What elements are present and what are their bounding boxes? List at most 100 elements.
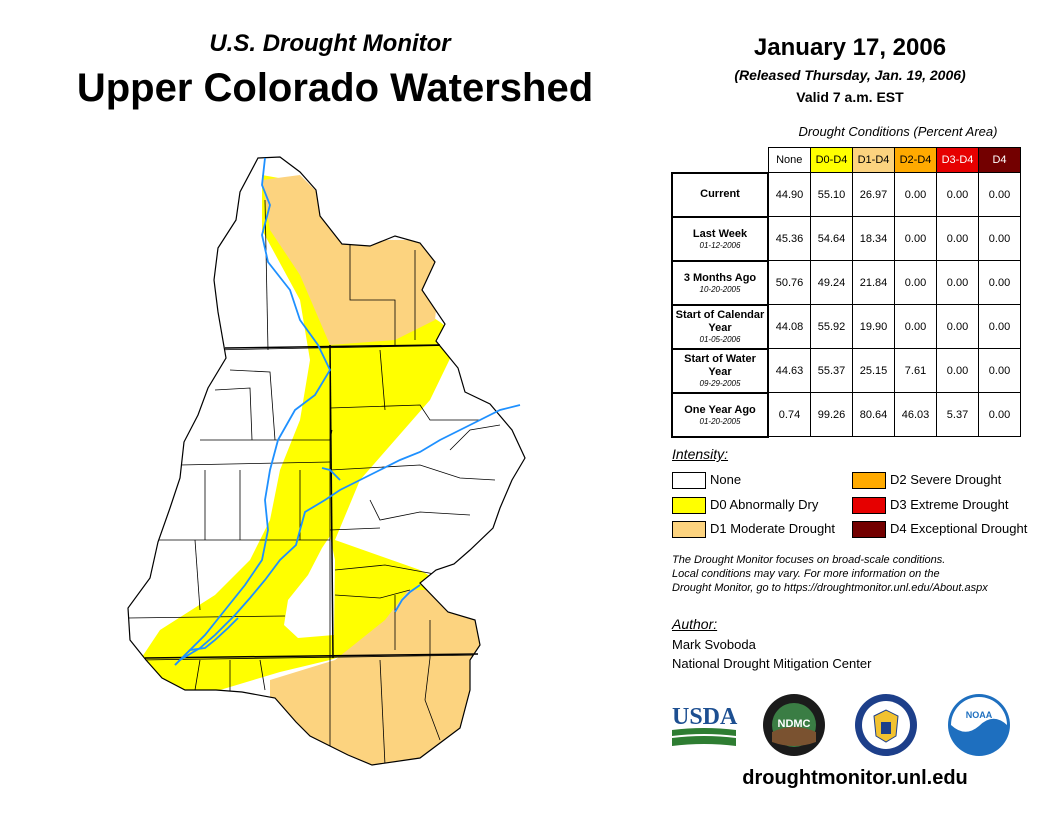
valid-time: Valid 7 a.m. EST <box>796 89 904 105</box>
release-date: (Released Thursday, Jan. 19, 2006) <box>734 67 966 83</box>
table-cell: 0.00 <box>936 260 979 305</box>
row-date: 10-20-2005 <box>699 284 741 294</box>
svg-text:NDMC: NDMC <box>778 718 811 730</box>
row-label: Current <box>700 188 740 200</box>
author-label: Author: <box>672 616 718 632</box>
table-cell: 18.34 <box>852 216 895 261</box>
author-name: Mark Svoboda <box>672 637 756 652</box>
table-cell: 0.00 <box>978 172 1021 217</box>
table-cell: 0.00 <box>936 216 979 261</box>
row-header: Start of Water Year 09-29-2005 <box>671 347 769 394</box>
region-none-interior <box>284 536 335 638</box>
row-label: 3 Months Ago <box>683 271 757 284</box>
drought-conditions-table: None D0-D4 D1-D4 D2-D4 D3-D4 D4 Current 4… <box>671 147 1021 438</box>
row-label: Start of Water Year <box>684 353 756 378</box>
table-row: 3 Months Ago 10-20-2005 50.76 49.24 21.84 0.0… <box>671 259 1021 306</box>
table-cell: 44.63 <box>767 348 811 393</box>
row-header: Start of Calendar Year 01-05-2006 <box>671 303 769 350</box>
table-cell: 55.92 <box>810 304 853 349</box>
legend-label: D1 Moderate Drought <box>710 521 836 536</box>
table-cell: 0.00 <box>978 260 1021 305</box>
state-borders <box>144 344 479 659</box>
row-label: Start of Calendar Year <box>675 309 765 334</box>
legend-title: Intensity: <box>672 446 729 462</box>
region-d1-south <box>270 590 490 765</box>
county-lines <box>128 199 501 765</box>
valid-date: January 17, 2006 <box>753 34 947 61</box>
legend-label: D3 Extreme Drought <box>890 497 1009 512</box>
table-cell: 19.90 <box>852 304 895 349</box>
colorado-river <box>179 404 521 661</box>
legend-label: D4 Exceptional Drought <box>890 521 1028 536</box>
table-cell: 55.10 <box>810 172 853 217</box>
green-river <box>174 157 332 666</box>
row-date: 01-05-2006 <box>699 335 741 344</box>
note-line-3: Drought Monitor, go to https://droughtmo… <box>672 582 988 594</box>
table-header-row: None D0-D4 D1-D4 D2-D4 D3-D4 D4 <box>672 147 1021 173</box>
table-cell: 49.24 <box>810 260 853 305</box>
table-caption: Drought Conditions (Percent Area) <box>798 124 998 139</box>
svg-text:USDA: USDA <box>672 704 738 730</box>
tributary-2 <box>394 584 421 613</box>
table-corner <box>672 148 768 173</box>
row-header: Current <box>671 171 769 218</box>
table-cell: 45.36 <box>767 216 811 261</box>
ndmc-logo: NDMC <box>763 694 825 756</box>
table-cell: 0.00 <box>894 172 937 217</box>
row-date: 01-12-2006 <box>699 240 741 250</box>
map-subtitle: U.S. Drought Monitor <box>209 30 451 57</box>
lake-powell <box>174 617 239 666</box>
col-none: None <box>767 147 811 173</box>
table-cell: 21.84 <box>852 260 895 305</box>
col-d4: D4 <box>978 147 1021 173</box>
table-cell: 44.90 <box>767 172 811 217</box>
table-cell: 0.00 <box>978 392 1021 437</box>
table-cell: 44.08 <box>767 304 811 349</box>
legend-swatch-none <box>672 472 706 489</box>
disclaimer-note: The Drought Monitor focuses on broad-sca… <box>672 553 1042 595</box>
commerce-seal-logo <box>855 694 917 756</box>
watershed-map <box>127 156 526 766</box>
table-cell: 0.00 <box>978 348 1021 393</box>
row-header: Last Week 01-12-2006 <box>671 215 769 262</box>
svg-text:NOAA: NOAA <box>966 710 993 720</box>
table-cell: 26.97 <box>852 172 895 217</box>
table-cell: 7.61 <box>894 348 937 393</box>
note-line-2: Local conditions may vary. For more info… <box>672 568 940 580</box>
table-cell: 0.00 <box>936 304 979 349</box>
row-date: 09-29-2005 <box>699 379 741 388</box>
usda-logo: USDA <box>672 704 738 746</box>
table-cell: 0.00 <box>894 304 937 349</box>
website-url[interactable]: droughtmonitor.unl.edu <box>742 767 968 789</box>
table-cell: 0.00 <box>978 304 1021 349</box>
legend-swatch-d1 <box>672 521 706 538</box>
table-cell: 25.15 <box>852 348 895 393</box>
legend-swatch-d2 <box>852 472 886 489</box>
row-label: Last Week <box>692 227 748 240</box>
table-cell: 46.03 <box>894 392 937 437</box>
table-row: One Year Ago 01-20-2005 0.74 99.26 80.64 46.0… <box>671 391 1021 438</box>
table-cell: 0.00 <box>936 348 979 393</box>
table-cell: 5.37 <box>936 392 979 437</box>
table-row: Start of Calendar Year 01-05-2006 44.08 55.… <box>671 303 1021 350</box>
note-line-1: The Drought Monitor focuses on broad-sca… <box>672 554 946 566</box>
table-row: Current 44.90 55.10 26.97 0.00 0.00 0.00 <box>671 171 1021 218</box>
legend-label: D2 Severe Drought <box>890 472 1002 487</box>
table-row: Start of Water Year 09-29-2005 44.63 55.37 2… <box>671 347 1021 394</box>
rivers <box>174 157 521 666</box>
map-title: Upper Colorado Watershed <box>76 66 594 110</box>
tributary-1 <box>321 467 341 481</box>
table-cell: 55.37 <box>810 348 853 393</box>
table-cell: 0.00 <box>936 172 979 217</box>
legend-label: None <box>710 472 742 487</box>
col-d3-d4: D3-D4 <box>936 147 979 173</box>
table-cell: 50.76 <box>767 260 811 305</box>
author-organization: National Drought Mitigation Center <box>672 656 872 671</box>
col-d0-d4: D0-D4 <box>810 147 853 173</box>
table-cell: 0.00 <box>978 216 1021 261</box>
table-cell: 54.64 <box>810 216 853 261</box>
table-cell: 0.74 <box>767 392 811 437</box>
legend-swatch-d4 <box>852 521 886 538</box>
legend-swatch-d3 <box>852 497 886 514</box>
row-label: One Year Ago <box>684 403 756 416</box>
